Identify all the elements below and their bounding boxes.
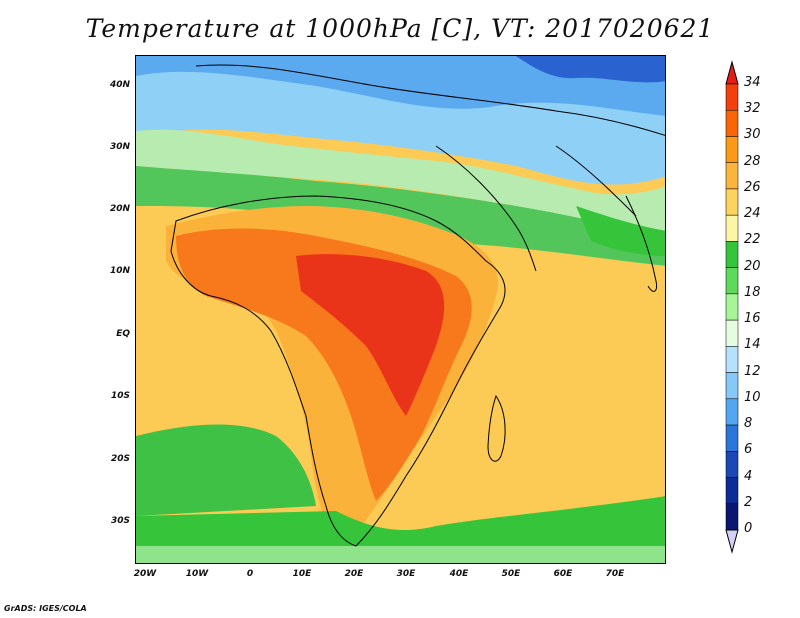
colorbar-label: 34 [744, 75, 761, 90]
colorbar-label: 26 [744, 179, 761, 195]
colorbar-swatch [725, 398, 739, 426]
lon-tick-30e: 30E [396, 569, 416, 579]
colorbar-label: 0 [744, 521, 753, 536]
colorbar-label: 16 [744, 311, 761, 327]
africa-hottest-region [296, 254, 445, 416]
lon-tick-20e: 20E [344, 569, 364, 579]
colorbar-swatch [725, 214, 739, 242]
green-band-region [136, 166, 665, 266]
madagascar-coastline [487, 394, 506, 462]
colorbar-swatch [725, 451, 739, 478]
colorbar-swatch [725, 136, 739, 163]
lat-tick-30s: 30S [110, 516, 130, 526]
colorbar-swatch [725, 477, 739, 505]
lon-tick-10e: 10E [292, 569, 312, 579]
colorbar-label: 22 [744, 232, 761, 248]
lat-tick-40n: 40N [109, 80, 130, 90]
lat-tick-10n: 10N [109, 266, 130, 276]
colorbar [725, 60, 739, 554]
temperature-map [135, 55, 666, 564]
colorbar-label: 18 [744, 284, 761, 300]
india-coastline [625, 195, 657, 292]
africa-coastline [170, 195, 506, 547]
south-atlantic-cool-region [136, 424, 316, 516]
colorbar-swatch [725, 424, 739, 452]
lat-tick-20n: 20N [109, 204, 130, 214]
colorbar-label: 12 [744, 363, 761, 379]
lon-tick-50e: 50E [501, 569, 521, 579]
lat-tick-eq: EQ [116, 329, 130, 339]
lon-tick-40e: 40E [449, 569, 469, 579]
gulf-coastline [555, 145, 637, 217]
lat-tick-10s: 10S [110, 391, 130, 401]
colorbar-label: 2 [744, 494, 753, 510]
lon-tick-10w: 10W [185, 569, 209, 579]
colorbar-label: 4 [744, 468, 753, 484]
colorbar-label: 28 [744, 153, 761, 169]
lon-tick-60e: 60E [553, 569, 573, 579]
lat-tick-30n: 30N [109, 142, 130, 152]
colorbar-swatch [725, 293, 739, 321]
mediterranean-coastline [195, 64, 665, 136]
colorbar-label: 14 [744, 337, 761, 353]
colorbar-bottom-arrow [725, 529, 739, 554]
colorbar-swatch [725, 162, 739, 190]
north-cold-region [136, 56, 665, 116]
colorbar-swatch [725, 241, 739, 268]
southern-ocean-cold-region [136, 546, 665, 563]
colorbar-label: 8 [744, 416, 753, 432]
colorbar-label: 20 [744, 258, 761, 274]
colorbar-label: 24 [744, 206, 761, 222]
grads-credit: GrADS: IGES/COLA [4, 604, 87, 613]
map-canvas [136, 56, 665, 563]
map-title: Temperature at 1000hPa [C], VT: 20170206… [85, 14, 715, 43]
colorbar-label: 32 [744, 101, 761, 117]
colorbar-swatch [725, 267, 739, 295]
colorbar-swatch [725, 372, 739, 400]
colorbar-swatch [725, 83, 739, 111]
colorbar-swatch [725, 188, 739, 216]
colorbar-label: 6 [744, 442, 753, 458]
colorbar-swatch [725, 346, 739, 373]
colorbar-swatch [725, 503, 739, 531]
sahara-mild-region [136, 129, 665, 231]
lon-tick-0: 0 [246, 569, 254, 579]
colorbar-swatch [725, 109, 739, 137]
caspian-cold-region [516, 56, 665, 83]
colorbar-label: 10 [744, 389, 761, 405]
arabian-green-region [576, 206, 665, 256]
colorbar-top-arrow [725, 60, 739, 85]
lon-tick-20w: 20W [133, 569, 157, 579]
lat-tick-20s: 20S [110, 454, 130, 464]
colorbar-label: 30 [744, 127, 761, 143]
red-sea-coastline [435, 145, 537, 272]
lon-tick-70e: 70E [605, 569, 625, 579]
colorbar-swatch [725, 319, 739, 347]
